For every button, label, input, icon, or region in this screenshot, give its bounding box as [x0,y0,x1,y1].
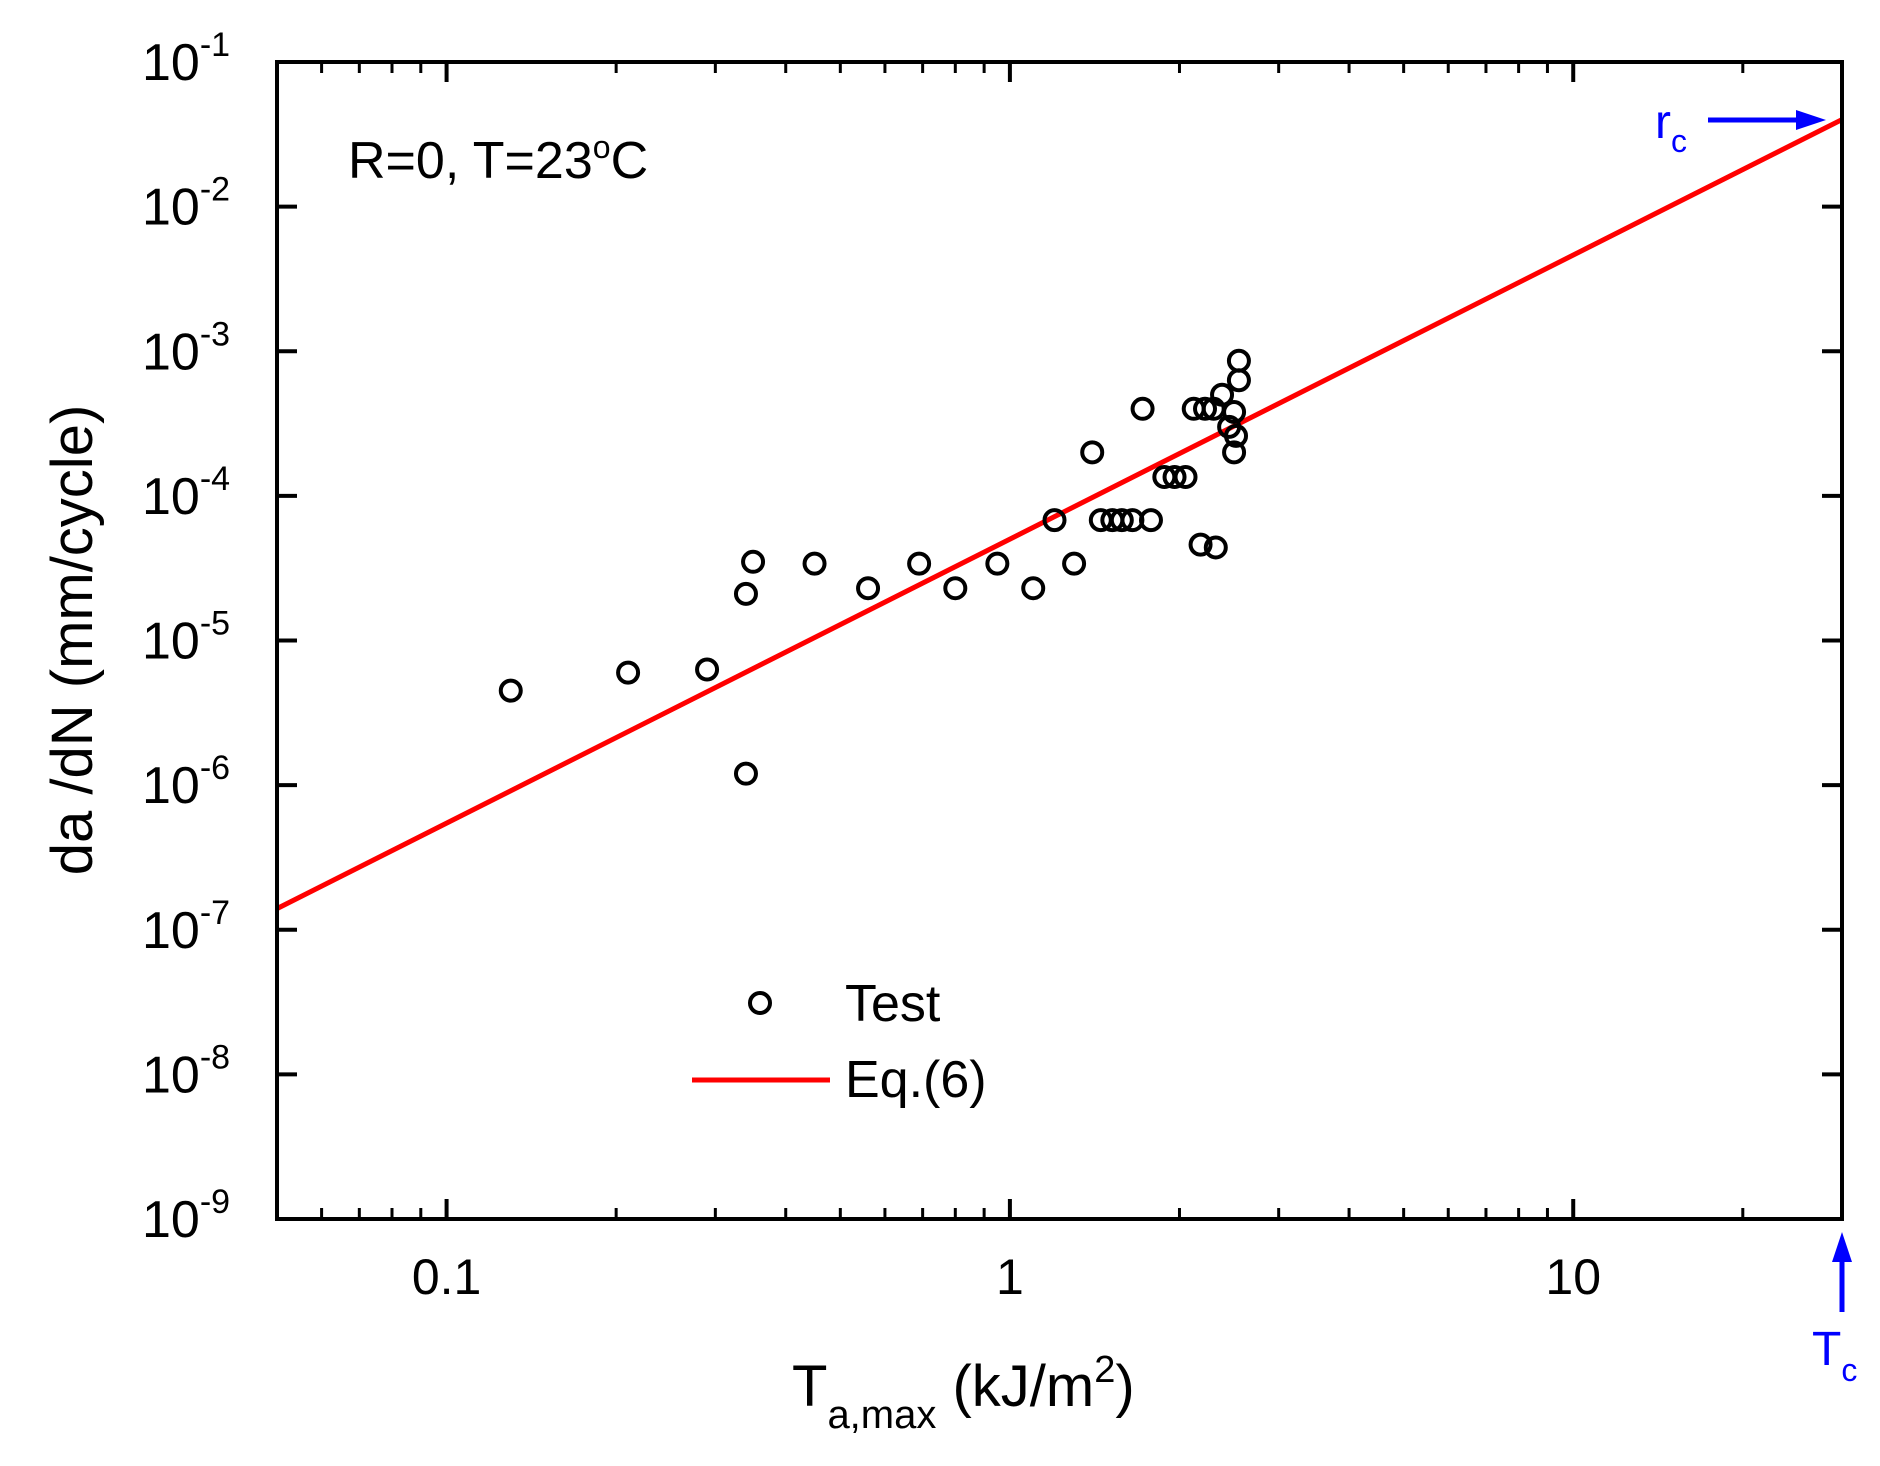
legend-label-eq6: Eq.(6) [845,1051,987,1109]
test-data-point [1224,423,1249,448]
y-tick-label: 10-6 [142,749,230,815]
tc-label: Tc [1812,1323,1857,1388]
eq6-fit-line [275,117,1844,911]
tc-arrowhead-icon [1832,1232,1852,1262]
test-data-point [1062,551,1087,576]
y-tick-label: 10-8 [142,1038,230,1104]
test-data-point [1042,508,1067,533]
test-data-point [907,551,932,576]
axis-ticks [275,60,1844,1221]
test-data-point [1162,465,1187,490]
rc-marker: rc [1655,96,1826,159]
x-axis-title: Ta,max (kJ/m2) [792,1349,1135,1437]
x-tick-label: 0.1 [412,1249,482,1305]
test-data-point [943,576,968,601]
test-data-point [1130,396,1155,421]
test-data-point [616,660,641,685]
y-tick-label: 10-9 [142,1183,230,1249]
x-tick-label: 10 [1545,1249,1601,1305]
rc-label: rc [1655,96,1687,159]
test-data-point [733,581,758,606]
x-tick-labels: 0.1 1 10 [412,1249,1601,1305]
test-data-point [1173,465,1198,490]
test-data-point [1193,396,1218,421]
y-tick-label: 10-1 [142,26,230,92]
x-tick-label: 1 [996,1249,1024,1305]
legend-label-test: Test [845,975,941,1033]
test-data-point [1203,535,1228,560]
test-data-point [1109,508,1134,533]
tc-marker: Tc [1812,1232,1857,1388]
annotation-conditions: R=0, T=23oC [348,129,648,190]
plot-points [498,348,1251,786]
test-data-point [1021,576,1046,601]
y-tick-label: 10-7 [142,894,230,960]
test-data-point [856,576,881,601]
test-data-point [1210,382,1235,407]
plot-series [275,117,1844,911]
rc-arrowhead-icon [1796,110,1826,130]
y-tick-label: 10-2 [142,171,230,237]
test-data-point [1188,532,1213,557]
y-tick-labels: 10-1 10-2 10-3 10-4 10-5 10-6 10-7 10-8 10-9 [142,26,230,1249]
test-data-point [733,761,758,786]
y-tick-label: 10-3 [142,315,230,381]
y-axis-title: da /dN (mm/cycle) [40,405,105,876]
legend-marker-test [748,991,772,1015]
test-data-point [695,657,720,682]
test-data-point [1138,508,1163,533]
legend: Test Eq.(6) [692,975,987,1109]
test-data-point [1080,440,1105,465]
test-data-point [802,551,827,576]
test-data-point [498,678,523,703]
test-data-point [985,551,1010,576]
test-data-point [1222,440,1247,465]
test-data-point [1226,348,1251,373]
y-tick-label: 10-5 [142,605,230,671]
test-data-point [1222,400,1247,425]
test-data-point [741,549,766,574]
y-tick-label: 10-4 [142,460,230,526]
